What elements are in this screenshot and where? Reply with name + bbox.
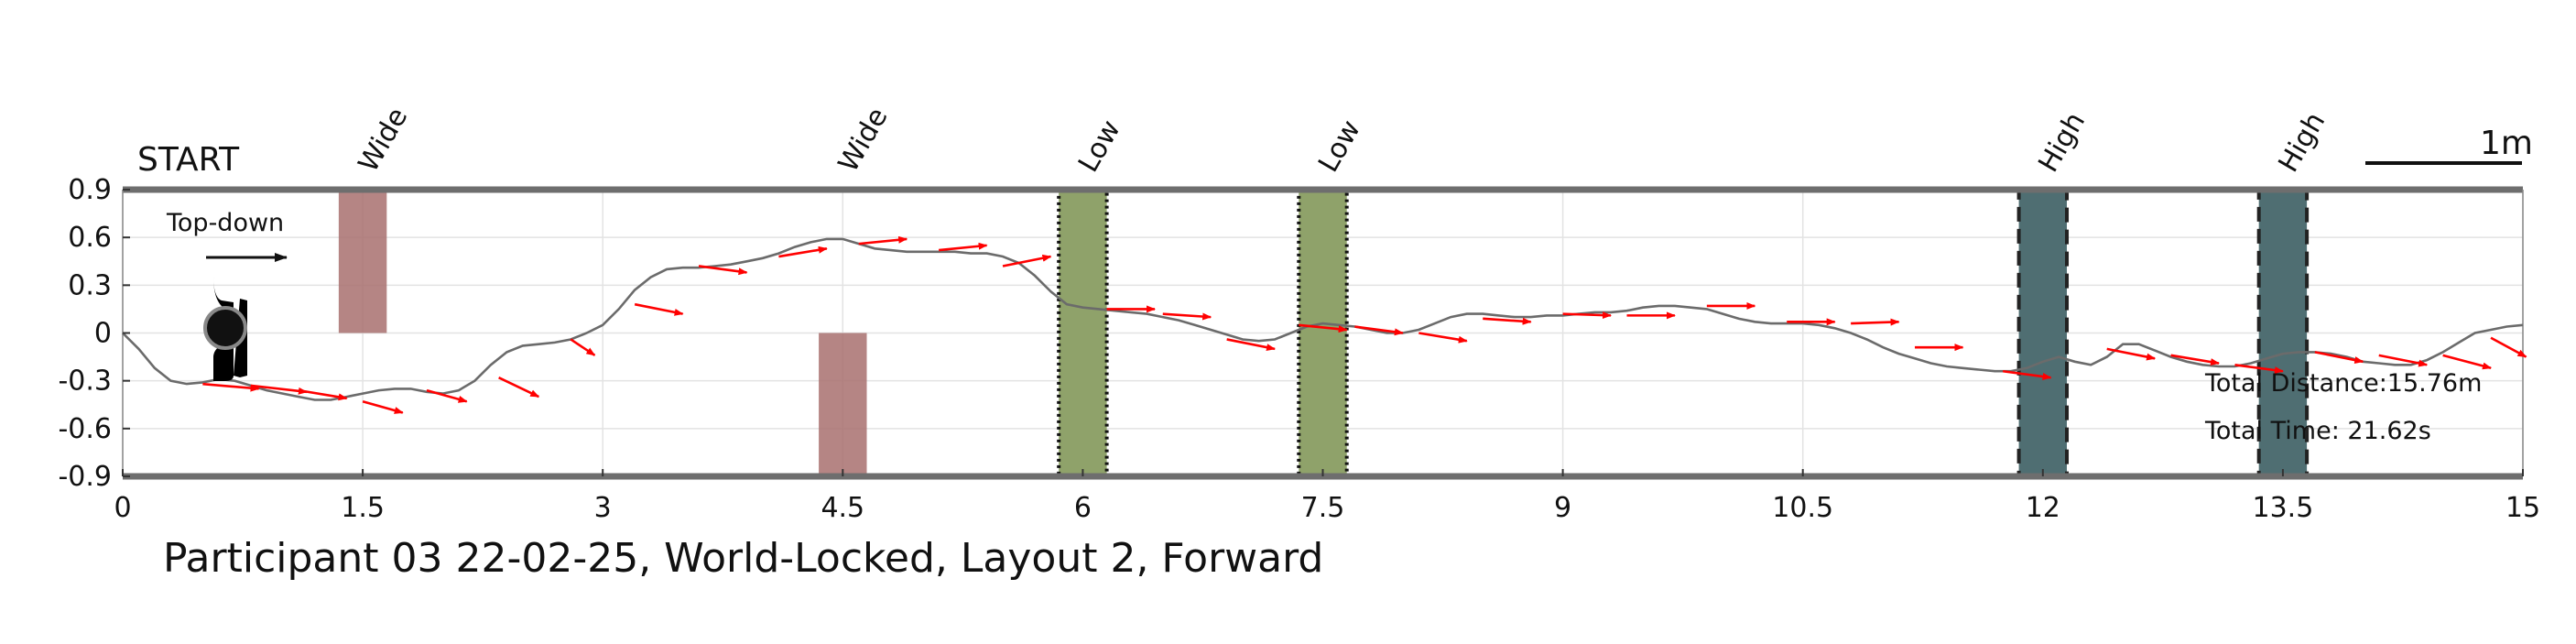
obstacle-wide xyxy=(819,333,867,476)
x-tick-label: 6 xyxy=(1074,492,1092,524)
heading-arrow xyxy=(2170,354,2220,366)
obstacle-label: Low xyxy=(1072,115,1127,178)
heading-arrow xyxy=(426,388,468,403)
walker-icon xyxy=(203,277,247,381)
heading-arrow xyxy=(202,382,260,392)
obstacle-wide xyxy=(338,190,387,333)
heading-arrow xyxy=(298,388,348,401)
total-distance: Total Distance:15.76m xyxy=(2204,369,2482,398)
x-tick-label: 15 xyxy=(2505,492,2540,524)
x-tick-label: 9 xyxy=(1554,492,1571,524)
heading-arrow xyxy=(1226,338,1277,352)
heading-arrow xyxy=(2442,354,2493,370)
scale-label: 1m xyxy=(2480,125,2533,162)
y-tick-label: 0.6 xyxy=(68,222,112,254)
heading-arrow xyxy=(1162,312,1212,321)
y-tick-label: -0.9 xyxy=(58,461,112,493)
total-time: Total Time: 21.62s xyxy=(2204,417,2431,445)
heading-arrow xyxy=(1562,311,1613,320)
y-tick-label: 0 xyxy=(94,318,112,350)
heading-arrow xyxy=(778,246,828,258)
heading-arrow xyxy=(498,377,540,398)
x-tick-label: 12 xyxy=(2026,492,2060,524)
obstacle-high xyxy=(2016,188,2070,478)
x-tick-label: 10.5 xyxy=(1772,492,1833,524)
heading-arrows xyxy=(202,235,2527,414)
obstacle-low xyxy=(1057,188,1109,478)
heading-arrow xyxy=(362,400,404,414)
obstacle-label: High xyxy=(2032,107,2092,178)
y-tick-label: -0.3 xyxy=(58,366,112,398)
x-tick-label: 13.5 xyxy=(2253,492,2314,524)
heading-arrow xyxy=(1483,317,1532,325)
heading-arrow xyxy=(2314,351,2364,364)
top-down-label: Top-down xyxy=(166,209,284,237)
obstacle-labels: Wide Wide Low Low High High xyxy=(353,103,2332,178)
x-tick-label: 3 xyxy=(594,492,612,524)
x-tick-label: 0 xyxy=(114,492,131,524)
chart-title: Participant 03 22-02-25, World-Locked, L… xyxy=(163,535,1323,582)
heading-arrow xyxy=(2002,369,2052,380)
obstacle-label: High xyxy=(2273,107,2332,178)
x-tick-label: 4.5 xyxy=(821,492,864,524)
y-tick-label: 0.3 xyxy=(68,269,112,301)
y-tick-label: -0.6 xyxy=(58,413,112,445)
start-label: START xyxy=(137,141,240,179)
heading-arrow xyxy=(939,242,988,252)
heading-arrow xyxy=(1299,323,1348,333)
y-tick-label: 0.9 xyxy=(68,174,112,206)
obstacle-low xyxy=(1297,188,1349,478)
x-tick-label: 1.5 xyxy=(341,492,385,524)
heading-arrow xyxy=(250,384,308,395)
heading-arrow xyxy=(570,338,596,356)
heading-arrow xyxy=(1851,318,1900,326)
heading-arrow xyxy=(1354,325,1404,336)
obstacle-label: Low xyxy=(1312,115,1367,178)
heading-arrow xyxy=(1002,254,1052,267)
heading-arrow xyxy=(2234,363,2284,375)
trajectory-line xyxy=(122,237,2524,401)
obstacle-label: Wide xyxy=(353,103,415,178)
heading-arrow xyxy=(634,302,684,316)
heading-arrow xyxy=(2378,354,2429,367)
heading-arrow xyxy=(2106,347,2157,361)
heading-arrow xyxy=(858,235,908,246)
heading-arrow xyxy=(2490,336,2527,358)
axis-ticks: 0 1.5 3 4.5 6 7.5 9 10.5 12 13.5 15 0.9 0.6 0.3 0 -0.3 -… xyxy=(58,174,2540,524)
heading-arrow xyxy=(1418,332,1468,344)
heading-arrow xyxy=(698,265,748,276)
x-tick-label: 7.5 xyxy=(1301,492,1345,524)
obstacle-label: Wide xyxy=(832,103,895,178)
